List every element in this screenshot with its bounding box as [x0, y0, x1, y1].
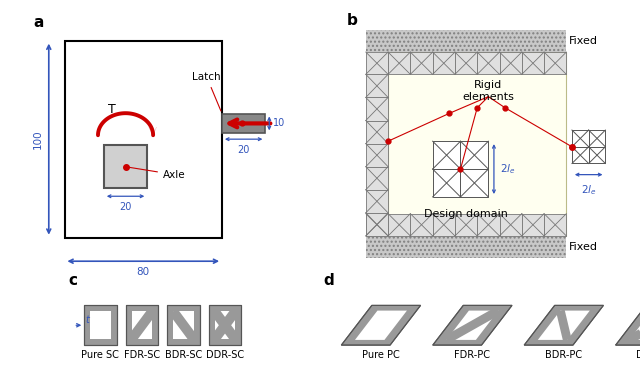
Bar [433, 214, 455, 236]
Bar [366, 120, 388, 144]
Text: Pure SC: Pure SC [81, 350, 119, 360]
Bar [209, 306, 241, 345]
Text: FDR-SC: FDR-SC [124, 350, 160, 360]
Polygon shape [433, 306, 512, 345]
Bar [366, 97, 388, 120]
Bar [125, 306, 158, 345]
Text: c: c [68, 273, 77, 288]
Text: 20: 20 [237, 145, 250, 155]
Bar [455, 52, 477, 74]
Text: Fixed: Fixed [569, 36, 598, 46]
Bar [388, 214, 410, 236]
Bar [366, 167, 388, 190]
Bar [90, 311, 111, 339]
Bar [84, 306, 116, 345]
Bar [461, 169, 488, 197]
Bar [499, 214, 522, 236]
Text: Rigid
elements: Rigid elements [463, 80, 515, 102]
Polygon shape [629, 310, 640, 340]
Bar [433, 141, 461, 169]
Bar [410, 52, 433, 74]
Text: a: a [33, 15, 44, 30]
Bar [222, 114, 266, 133]
Bar [572, 130, 589, 147]
Text: 80: 80 [137, 267, 150, 277]
Bar [433, 169, 461, 197]
Text: FDR-PC: FDR-PC [454, 350, 490, 360]
Bar [589, 147, 605, 163]
Text: t: t [85, 315, 89, 325]
Bar [388, 52, 410, 74]
Bar [455, 214, 477, 236]
Bar [388, 52, 566, 236]
Text: DDR-SC: DDR-SC [206, 350, 244, 360]
Bar [544, 214, 566, 236]
Text: Fixed: Fixed [569, 242, 598, 252]
Polygon shape [355, 310, 407, 340]
Text: BDR-SC: BDR-SC [165, 350, 202, 360]
Bar [366, 236, 566, 258]
Bar [167, 306, 200, 345]
Bar [544, 52, 566, 74]
Text: 10: 10 [273, 119, 285, 128]
Bar [132, 311, 152, 339]
Bar [477, 52, 499, 74]
Bar [173, 311, 194, 339]
Bar [84, 306, 116, 345]
Text: Design domain: Design domain [424, 209, 508, 219]
Text: Axle: Axle [128, 167, 186, 180]
Text: Pure PC: Pure PC [362, 350, 400, 360]
Bar [167, 306, 200, 345]
Bar [214, 311, 236, 339]
Bar [366, 144, 388, 167]
Text: 20: 20 [120, 202, 132, 212]
Bar [366, 30, 566, 52]
Text: b: b [346, 13, 357, 28]
Polygon shape [538, 310, 590, 340]
Bar [410, 214, 433, 236]
Text: Latch: Latch [193, 72, 221, 111]
Text: $2l_e$: $2l_e$ [499, 162, 515, 176]
Polygon shape [341, 306, 420, 345]
Bar [209, 306, 241, 345]
Polygon shape [524, 306, 604, 345]
Bar [65, 41, 222, 237]
Bar [589, 130, 605, 147]
Bar [366, 213, 388, 236]
Text: d: d [323, 273, 334, 288]
Text: 100: 100 [33, 129, 43, 149]
Polygon shape [616, 306, 640, 345]
Polygon shape [446, 310, 499, 340]
Bar [366, 214, 388, 236]
Text: T: T [108, 102, 116, 116]
Bar [366, 52, 388, 74]
Bar [125, 306, 158, 345]
Bar [366, 74, 388, 97]
Bar [366, 190, 388, 213]
Text: BDR-PC: BDR-PC [545, 350, 582, 360]
Bar [433, 52, 455, 74]
Bar [104, 145, 147, 188]
Bar [477, 214, 499, 236]
Bar [461, 141, 488, 169]
Bar [522, 214, 544, 236]
Bar [572, 147, 589, 163]
Bar [499, 52, 522, 74]
Text: $2l_e$: $2l_e$ [581, 183, 596, 197]
Bar [522, 52, 544, 74]
Text: DDR-PC: DDR-PC [636, 350, 640, 360]
